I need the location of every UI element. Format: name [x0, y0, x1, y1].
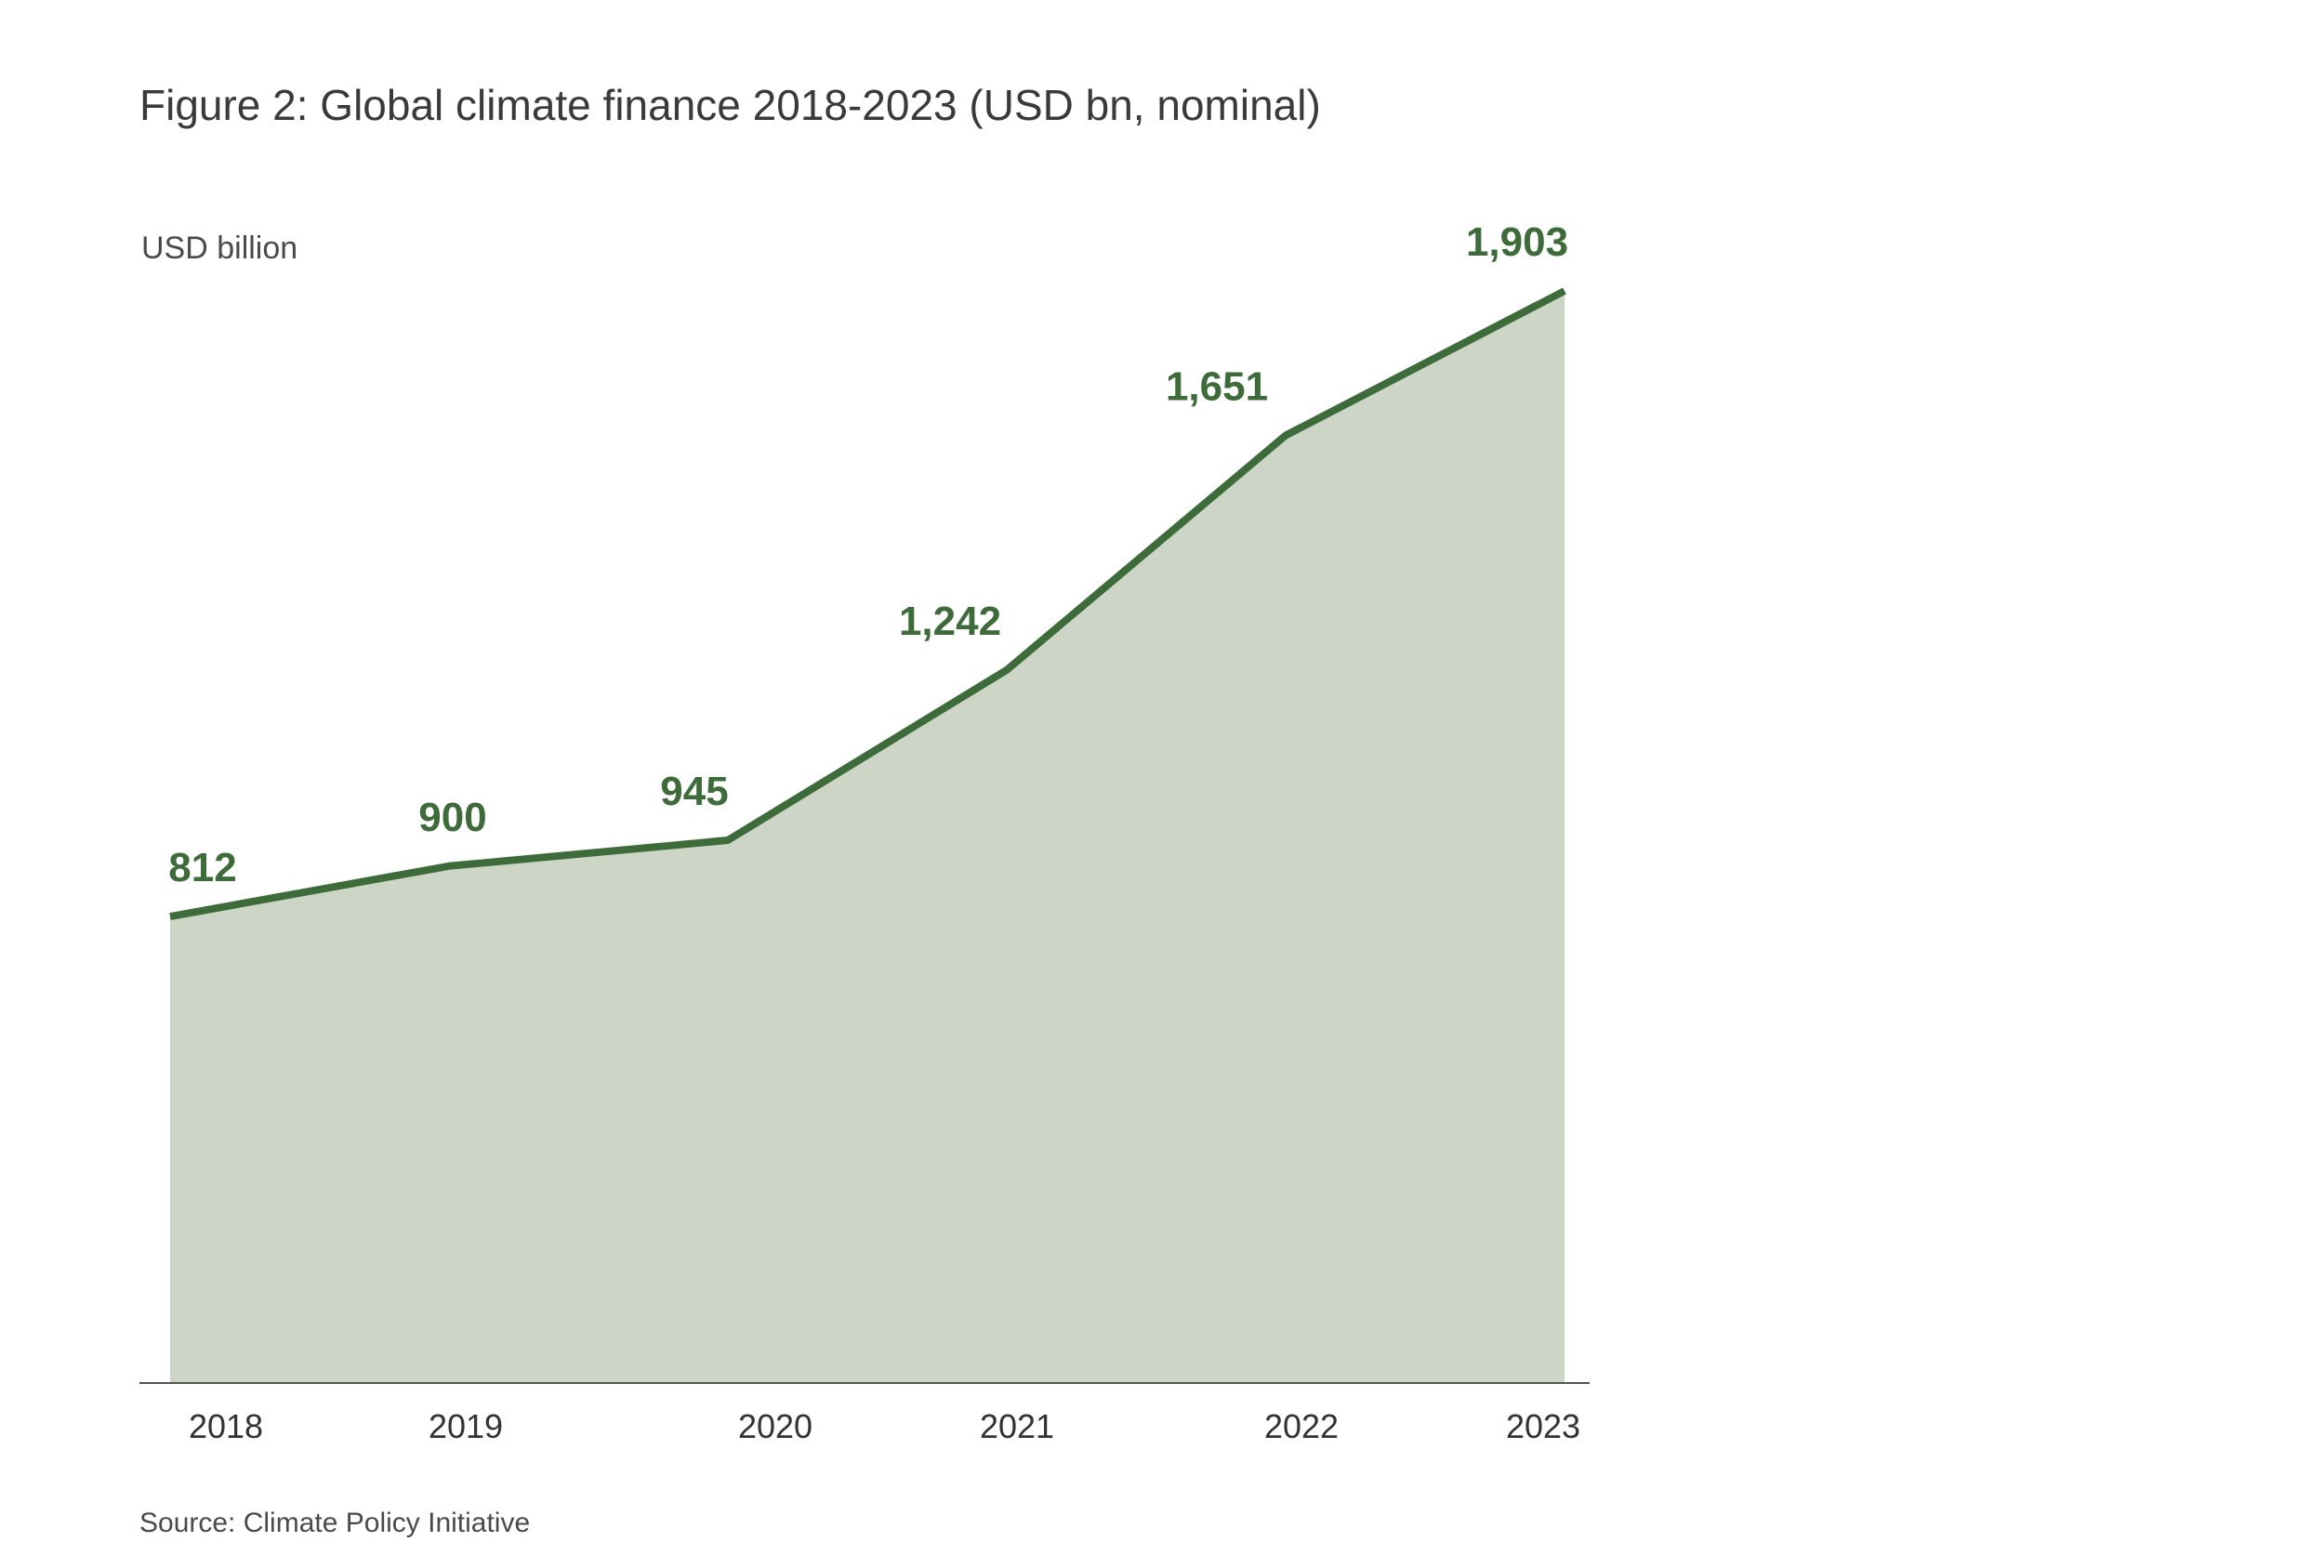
source-note: Source: Climate Policy Initiative	[139, 1508, 531, 1538]
data-label: 1,651	[1166, 363, 1268, 409]
x-tick-label: 2021	[980, 1407, 1054, 1445]
plot-layer: 2018 812 2019 900 2020 945 2021 1,242 2022 1,651 2…	[139, 219, 1590, 1445]
area-fill	[170, 291, 1565, 1382]
y-axis-label: USD billion	[141, 231, 297, 266]
x-tick-label: 2020	[738, 1407, 812, 1445]
data-label: 945	[660, 769, 728, 814]
data-label: 900	[418, 795, 486, 840]
chart-title: Figure 2: Global climate finance 2018-20…	[139, 81, 1321, 129]
x-tick-label: 2022	[1264, 1407, 1339, 1445]
series-line	[169, 287, 1566, 920]
data-label: 1,242	[899, 599, 1001, 644]
data-label: 812	[168, 845, 236, 890]
x-tick-label: 2019	[429, 1407, 503, 1445]
x-tick-label: 2018	[189, 1407, 263, 1445]
data-label: 1,903	[1466, 219, 1568, 265]
x-tick-label: 2023	[1506, 1407, 1580, 1445]
